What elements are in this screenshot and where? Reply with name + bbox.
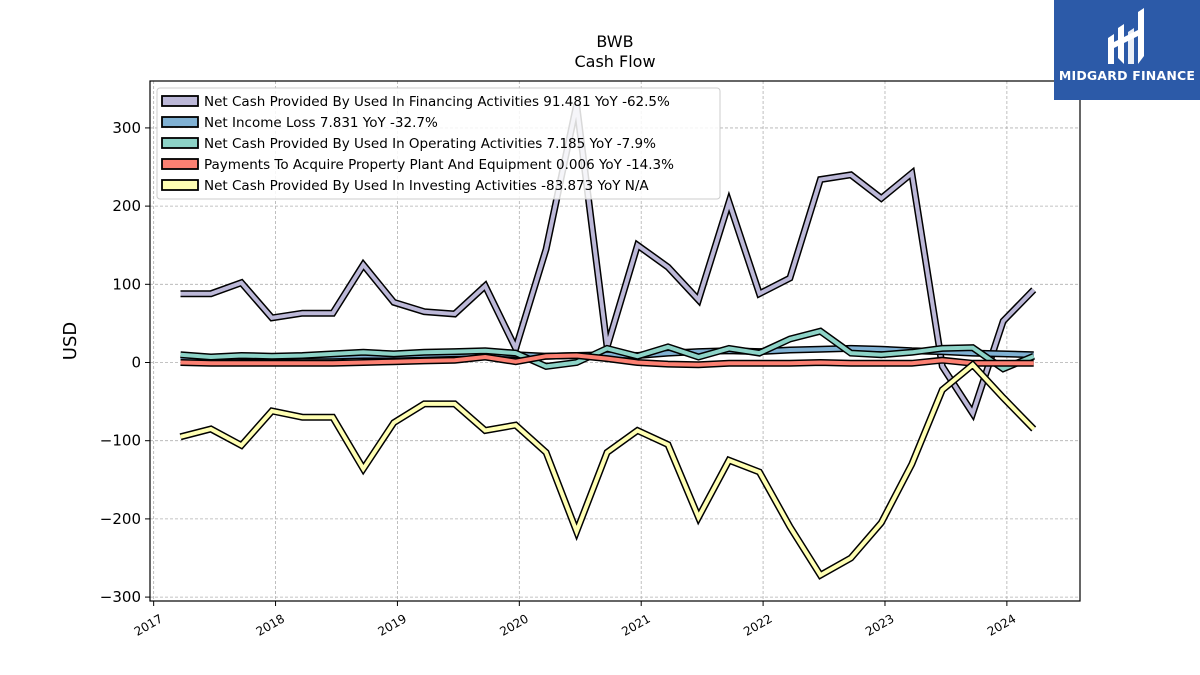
legend-swatch	[161, 137, 199, 149]
legend-label: Payments To Acquire Property Plant And E…	[204, 157, 674, 173]
x-tick-label: 2018	[254, 611, 287, 638]
legend-label: Net Cash Provided By Used In Financing A…	[204, 94, 670, 110]
legend-swatch	[161, 179, 199, 191]
legend-swatch	[161, 158, 199, 170]
y-tick-label: 200	[112, 197, 141, 215]
y-tick-label: 100	[112, 275, 141, 293]
series-line-stroke	[180, 353, 1034, 367]
series-line-stroke	[180, 362, 1036, 578]
series-lines	[179, 103, 1037, 580]
series-line-outline	[179, 359, 1037, 580]
logo-text: MIDGARD FINANCE	[1058, 68, 1196, 83]
legend: Net Cash Provided By Used In Financing A…	[156, 87, 721, 200]
x-tick-label: 2020	[497, 611, 530, 638]
series-line	[180, 327, 1036, 373]
legend-label: Net Cash Provided By Used In Operating A…	[204, 136, 656, 152]
chart-subtitle: Cash Flow	[574, 52, 655, 71]
y-tick-label: −200	[100, 510, 141, 528]
x-tick-label: 2017	[132, 611, 165, 638]
y-axis-label: USD	[60, 322, 81, 360]
y-axis: −300 −200 −100 0 100 200 300	[100, 119, 150, 606]
y-tick-label: 0	[131, 354, 141, 372]
legend-label: Net Cash Provided By Used In Investing A…	[204, 178, 649, 194]
plot-area-frame	[149, 80, 1081, 602]
legend-swatch	[161, 95, 199, 107]
x-tick-label: 2022	[741, 611, 774, 638]
x-tick-label: 2019	[375, 611, 408, 638]
y-tick-label: −100	[100, 432, 141, 450]
legend-swatch	[161, 116, 199, 128]
y-tick-label: −300	[100, 588, 141, 606]
brand-logo: MIDGARD FINANCE	[1054, 0, 1200, 100]
y-tick-label: 300	[112, 119, 141, 137]
series-line	[179, 359, 1037, 580]
x-tick-label: 2021	[619, 611, 652, 638]
chart-title: BWB	[596, 32, 633, 51]
series-line	[180, 351, 1034, 369]
series-line-stroke	[180, 329, 1035, 372]
x-tick-label: 2023	[863, 611, 896, 638]
x-tick-label: 2024	[985, 611, 1018, 638]
legend-label: Net Income Loss 7.831 YoY -32.7%	[204, 115, 438, 131]
legend-box	[156, 87, 721, 200]
logo-mark-icon	[1108, 8, 1144, 64]
x-axis: 2017 2018 2019 2020 2021 2022 2023 2024	[132, 601, 1018, 639]
